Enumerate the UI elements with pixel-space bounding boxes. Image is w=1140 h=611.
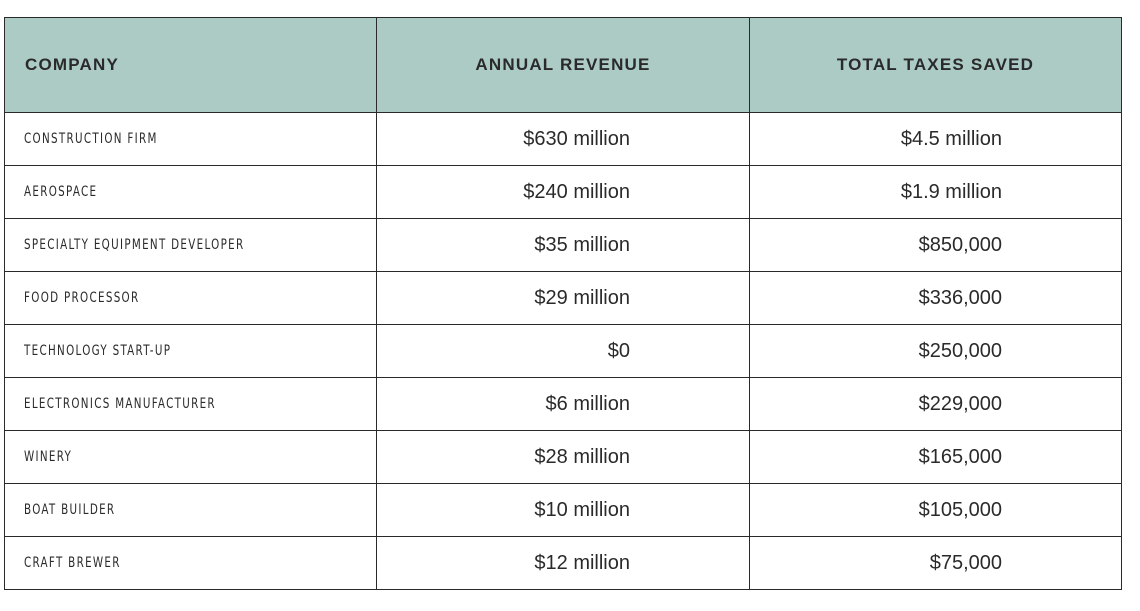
revenue-cell: $240 million bbox=[376, 165, 750, 219]
company-cell: SPECIALTY EQUIPMENT DEVELOPER bbox=[4, 218, 377, 272]
company-cell: WINERY bbox=[4, 430, 377, 484]
table-header: COMPANY ANNUAL REVENUE TOTAL TAXES SAVED bbox=[4, 17, 1122, 113]
table-row: SPECIALTY EQUIPMENT DEVELOPER $35 millio… bbox=[4, 218, 1122, 272]
tax-savings-table: COMPANY ANNUAL REVENUE TOTAL TAXES SAVED… bbox=[4, 17, 1122, 590]
company-name: AEROSPACE bbox=[24, 184, 98, 200]
company-name: SPECIALTY EQUIPMENT DEVELOPER bbox=[24, 237, 245, 253]
company-name: BOAT BUILDER bbox=[24, 502, 116, 518]
taxes-saved-cell: $4.5 million bbox=[749, 112, 1122, 166]
company-cell: AEROSPACE bbox=[4, 165, 377, 219]
table-row: BOAT BUILDER $10 million $105,000 bbox=[4, 483, 1122, 537]
table-row: CRAFT BREWER $12 million $75,000 bbox=[4, 536, 1122, 590]
revenue-cell: $630 million bbox=[376, 112, 750, 166]
taxes-saved-cell: $165,000 bbox=[749, 430, 1122, 484]
company-cell: ELECTRONICS MANUFACTURER bbox=[4, 377, 377, 431]
header-total-taxes-saved: TOTAL TAXES SAVED bbox=[749, 17, 1122, 113]
company-name: TECHNOLOGY START-UP bbox=[24, 343, 172, 359]
table-row: WINERY $28 million $165,000 bbox=[4, 430, 1122, 484]
taxes-saved-cell: $1.9 million bbox=[749, 165, 1122, 219]
table-row: FOOD PROCESSOR $29 million $336,000 bbox=[4, 271, 1122, 325]
company-cell: FOOD PROCESSOR bbox=[4, 271, 377, 325]
table-row: TECHNOLOGY START-UP $0 $250,000 bbox=[4, 324, 1122, 378]
revenue-cell: $28 million bbox=[376, 430, 750, 484]
company-cell: CONSTRUCTION FIRM bbox=[4, 112, 377, 166]
company-name: ELECTRONICS MANUFACTURER bbox=[24, 396, 216, 412]
table-row: AEROSPACE $240 million $1.9 million bbox=[4, 165, 1122, 219]
table-row: CONSTRUCTION FIRM $630 million $4.5 mill… bbox=[4, 112, 1122, 166]
taxes-saved-cell: $250,000 bbox=[749, 324, 1122, 378]
company-cell: CRAFT BREWER bbox=[4, 536, 377, 590]
taxes-saved-cell: $105,000 bbox=[749, 483, 1122, 537]
revenue-cell: $35 million bbox=[376, 218, 750, 272]
revenue-cell: $12 million bbox=[376, 536, 750, 590]
taxes-saved-cell: $336,000 bbox=[749, 271, 1122, 325]
header-annual-revenue: ANNUAL REVENUE bbox=[376, 17, 750, 113]
company-cell: TECHNOLOGY START-UP bbox=[4, 324, 377, 378]
company-cell: BOAT BUILDER bbox=[4, 483, 377, 537]
revenue-cell: $6 million bbox=[376, 377, 750, 431]
table-row: ELECTRONICS MANUFACTURER $6 million $229… bbox=[4, 377, 1122, 431]
header-company: COMPANY bbox=[4, 17, 377, 113]
company-name: CRAFT BREWER bbox=[24, 555, 121, 571]
taxes-saved-cell: $850,000 bbox=[749, 218, 1122, 272]
taxes-saved-cell: $229,000 bbox=[749, 377, 1122, 431]
company-name: WINERY bbox=[24, 449, 73, 465]
company-name: FOOD PROCESSOR bbox=[24, 290, 140, 306]
table-body: CONSTRUCTION FIRM $630 million $4.5 mill… bbox=[4, 112, 1122, 590]
revenue-cell: $29 million bbox=[376, 271, 750, 325]
taxes-saved-cell: $75,000 bbox=[749, 536, 1122, 590]
revenue-cell: $0 bbox=[376, 324, 750, 378]
header-row: COMPANY ANNUAL REVENUE TOTAL TAXES SAVED bbox=[4, 17, 1122, 113]
revenue-cell: $10 million bbox=[376, 483, 750, 537]
company-name: CONSTRUCTION FIRM bbox=[24, 131, 158, 147]
